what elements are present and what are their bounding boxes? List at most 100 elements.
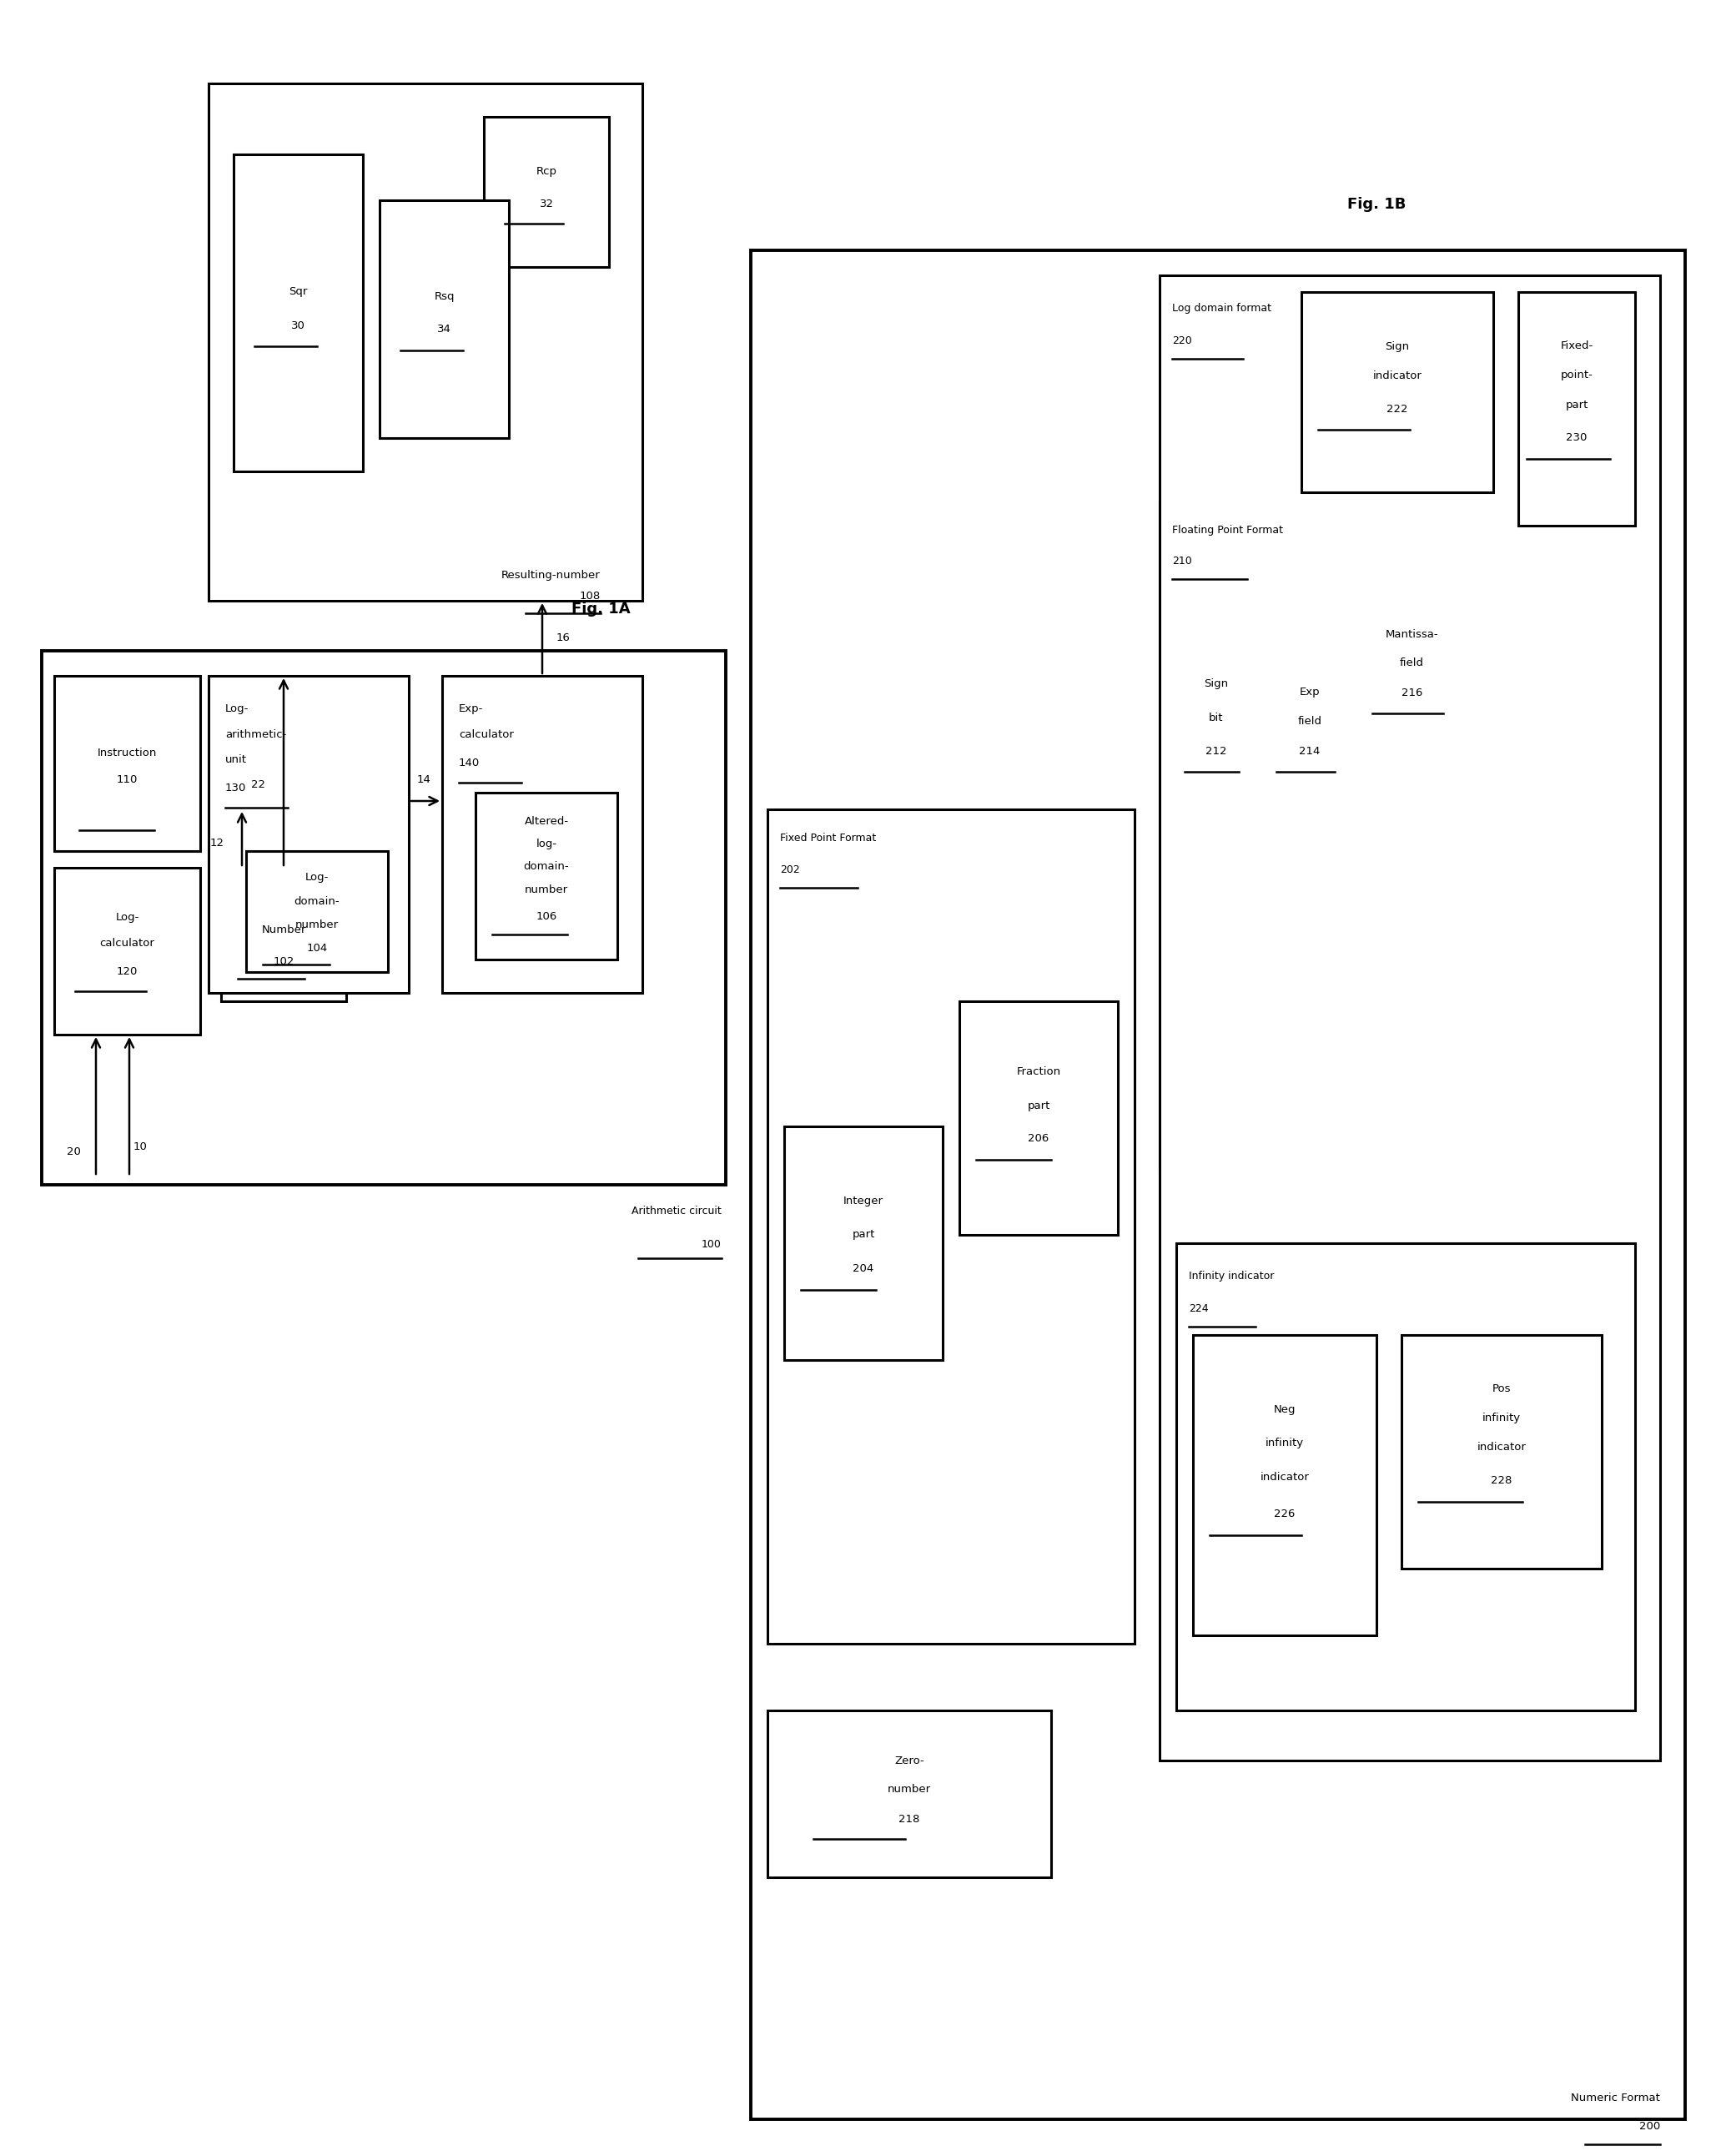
Text: indicator: indicator <box>1260 1470 1309 1483</box>
Text: Fig. 1B: Fig. 1B <box>1347 196 1405 211</box>
Bar <box>475 793 618 959</box>
Text: Fixed-: Fixed- <box>1560 341 1592 351</box>
Bar <box>1193 1335 1376 1636</box>
Bar <box>1160 500 1476 1169</box>
Text: Rcp: Rcp <box>535 166 558 177</box>
Bar <box>379 201 510 438</box>
Text: 22: 22 <box>252 778 266 789</box>
Text: bit: bit <box>1208 711 1224 722</box>
Bar <box>959 1000 1117 1235</box>
Text: Mantissa-: Mantissa- <box>1385 630 1438 640</box>
Text: Sqr: Sqr <box>288 287 307 298</box>
Text: 110: 110 <box>117 774 137 785</box>
Text: Rsq: Rsq <box>434 291 455 302</box>
Text: 32: 32 <box>539 198 554 209</box>
Text: 210: 210 <box>1172 556 1193 567</box>
Bar <box>784 1125 942 1360</box>
Bar <box>767 1710 1052 1878</box>
Text: 106: 106 <box>535 910 558 921</box>
Text: 34: 34 <box>438 323 451 334</box>
Text: 222: 222 <box>1387 403 1407 414</box>
Text: 104: 104 <box>307 942 328 953</box>
Bar <box>1364 567 1460 802</box>
Bar <box>752 250 1685 2119</box>
Text: Neg: Neg <box>1273 1406 1296 1416</box>
Bar <box>1402 1335 1601 1570</box>
Text: arithmetic-: arithmetic- <box>225 729 287 740</box>
Text: Fig. 1A: Fig. 1A <box>571 602 630 617</box>
Text: Zero-: Zero- <box>894 1755 925 1766</box>
Text: 228: 228 <box>1491 1475 1512 1485</box>
Text: Log-: Log- <box>305 873 329 884</box>
Text: 218: 218 <box>899 1813 920 1824</box>
Text: 12: 12 <box>209 837 225 847</box>
Text: 16: 16 <box>556 634 570 645</box>
Text: 212: 212 <box>1205 746 1227 757</box>
Text: indicator: indicator <box>1477 1442 1526 1453</box>
Bar <box>245 852 388 972</box>
Bar <box>1160 276 1659 1761</box>
Text: calculator: calculator <box>100 938 154 949</box>
Text: Resulting-number: Resulting-number <box>501 571 601 582</box>
Text: Fixed Point Format: Fixed Point Format <box>781 832 877 843</box>
Bar <box>1268 634 1352 826</box>
Bar <box>1301 291 1493 492</box>
Text: 200: 200 <box>1639 2122 1659 2132</box>
Bar <box>55 675 201 852</box>
Text: 30: 30 <box>292 319 305 330</box>
Text: 140: 140 <box>458 759 480 770</box>
Text: Infinity indicator: Infinity indicator <box>1189 1272 1275 1283</box>
Text: infinity: infinity <box>1265 1438 1304 1449</box>
Text: calculator: calculator <box>458 729 513 740</box>
Text: Log-: Log- <box>115 912 139 923</box>
Text: Sign: Sign <box>1385 341 1409 351</box>
Text: part: part <box>853 1229 875 1240</box>
Text: 230: 230 <box>1567 433 1587 444</box>
Text: Integer: Integer <box>843 1197 884 1207</box>
Text: part: part <box>1565 399 1587 410</box>
Text: indicator: indicator <box>1373 371 1423 382</box>
Bar <box>1175 610 1256 826</box>
Text: 102: 102 <box>273 955 293 966</box>
Text: 108: 108 <box>580 591 601 602</box>
Text: 226: 226 <box>1273 1509 1296 1520</box>
Text: 20: 20 <box>67 1147 81 1158</box>
Bar <box>233 155 362 472</box>
Text: 214: 214 <box>1299 746 1320 757</box>
Bar <box>55 867 201 1035</box>
Text: Altered-: Altered- <box>525 817 568 828</box>
Text: Numeric Format: Numeric Format <box>1570 2093 1659 2104</box>
Bar <box>209 84 642 602</box>
Bar <box>1519 291 1635 526</box>
Text: log-: log- <box>535 839 558 849</box>
Text: 204: 204 <box>853 1263 873 1274</box>
Text: field: field <box>1400 658 1424 668</box>
Bar <box>1175 1244 1635 1710</box>
Text: 120: 120 <box>117 966 137 977</box>
Text: infinity: infinity <box>1483 1412 1520 1423</box>
Text: Exp-: Exp- <box>458 703 484 714</box>
Text: domain-: domain- <box>523 862 570 873</box>
Text: part: part <box>1028 1100 1050 1110</box>
Text: 216: 216 <box>1402 688 1423 699</box>
Text: number: number <box>525 884 568 895</box>
Text: field: field <box>1297 716 1321 727</box>
Text: Pos: Pos <box>1493 1384 1512 1395</box>
Text: 206: 206 <box>1028 1134 1048 1145</box>
Text: Exp: Exp <box>1299 688 1320 699</box>
Text: 220: 220 <box>1172 334 1193 345</box>
Bar <box>484 116 609 267</box>
Text: Log-: Log- <box>225 703 249 714</box>
Text: point-: point- <box>1560 371 1592 382</box>
Text: Arithmetic circuit: Arithmetic circuit <box>631 1205 722 1216</box>
Text: 224: 224 <box>1189 1302 1208 1313</box>
Text: Log domain format: Log domain format <box>1172 304 1272 315</box>
Text: domain-: domain- <box>293 895 340 906</box>
Text: 202: 202 <box>781 865 800 875</box>
Text: Instruction: Instruction <box>98 748 156 759</box>
Bar <box>443 675 642 994</box>
Text: 100: 100 <box>702 1240 722 1250</box>
Text: Number: Number <box>261 925 305 936</box>
Bar <box>41 651 726 1186</box>
Bar <box>767 808 1134 1643</box>
